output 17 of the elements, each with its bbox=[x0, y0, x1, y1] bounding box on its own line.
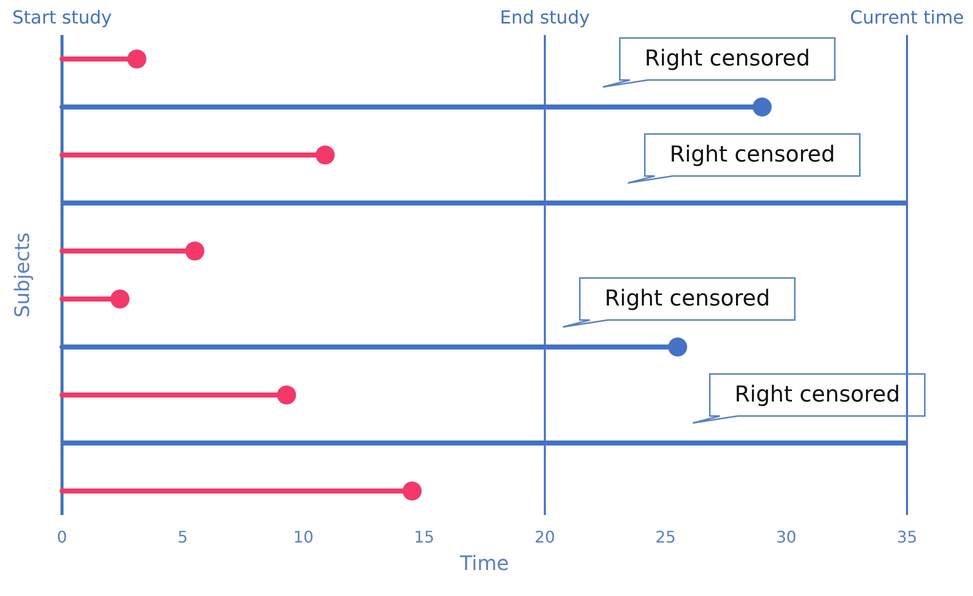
x-tick-label: 0 bbox=[56, 528, 68, 546]
annotation: Right censored bbox=[734, 382, 900, 408]
annotation: Right censored bbox=[644, 46, 810, 72]
x-tick-label: 25 bbox=[655, 528, 676, 546]
x-tick-label: 15 bbox=[414, 528, 434, 546]
x-tick-label: 20 bbox=[534, 528, 556, 546]
annotation: Right censored bbox=[670, 142, 836, 168]
x-tick-label: 35 bbox=[896, 528, 918, 546]
ref-line-label: End study bbox=[500, 8, 590, 28]
ref-line-label: Current time bbox=[850, 8, 964, 28]
x-axis-title: Time bbox=[459, 551, 509, 575]
ref-line-label: Start study bbox=[12, 8, 112, 28]
x-tick-label: 10 bbox=[293, 528, 314, 546]
x-tick-label: 5 bbox=[178, 528, 188, 546]
y-axis-title: Subjects bbox=[10, 232, 34, 318]
x-tick-label: 30 bbox=[776, 528, 796, 546]
annotation: Right censored bbox=[604, 286, 770, 312]
